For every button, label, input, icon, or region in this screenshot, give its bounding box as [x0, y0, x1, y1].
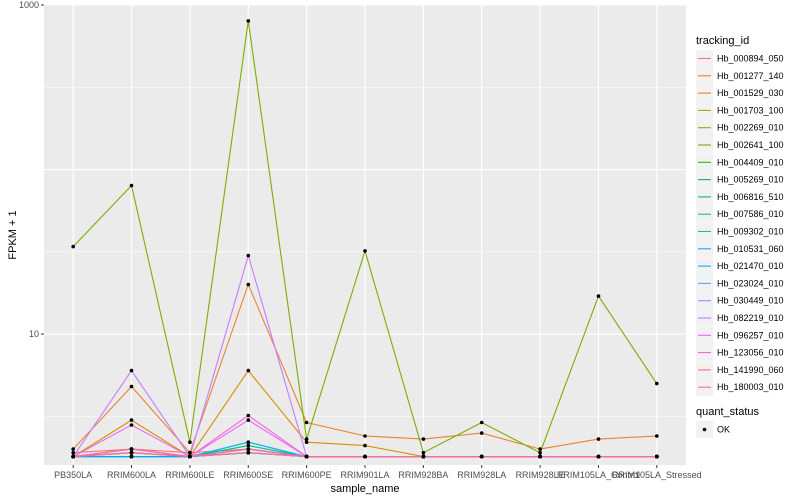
legend-label: Hb_004409_010: [717, 157, 784, 167]
legend-label: Hb_030449_010: [717, 296, 784, 306]
data-point: [304, 420, 309, 425]
data-point: [479, 431, 484, 435]
data-point: [363, 249, 367, 253]
legend: tracking_id Hb_000894_050Hb_001277_140Hb…: [696, 35, 784, 438]
data-point: [363, 434, 367, 438]
x-tick-label: RRIM928LE: [516, 470, 565, 480]
grid-lines: [44, 4, 686, 465]
data-point: [246, 443, 251, 448]
data-point: [421, 454, 426, 459]
legend-label: Hb_023024_010: [717, 278, 784, 288]
data-point: [538, 447, 542, 451]
x-tick-label: RRIM105LA_Control: [557, 470, 640, 480]
x-tick-label: RRIM928LA: [457, 470, 506, 480]
y-tick-label: 10: [29, 329, 39, 339]
data-point: [246, 447, 251, 451]
data-point: [129, 418, 134, 422]
legend-label: Hb_010531_060: [717, 244, 784, 254]
y-tick-label: 1000: [19, 0, 39, 10]
data-point: [71, 450, 75, 455]
data-point: [538, 454, 542, 459]
data-point: [304, 437, 309, 441]
x-tick-label: RRIM901LA: [340, 470, 389, 480]
legend-label: Hb_000894_050: [717, 54, 784, 64]
data-point: [129, 423, 134, 427]
y-axis-title: FPKM + 1: [7, 210, 19, 259]
data-point: [246, 253, 251, 258]
data-point: [188, 450, 192, 455]
data-point: [129, 384, 134, 389]
data-point: [71, 244, 75, 249]
data-point: [363, 443, 367, 448]
legend-label: Hb_021470_010: [717, 261, 784, 271]
shape-legend-point: [702, 427, 707, 432]
legend-label: Hb_082219_010: [717, 313, 784, 323]
x-tick-label: PB350LA: [54, 470, 92, 480]
data-point: [71, 447, 75, 451]
x-axis-ticks: PB350LA RRIM600LA RRIM600LE RRIM600SE RRIM60…: [54, 465, 702, 480]
y-axis-ticks: 10 1000: [19, 0, 44, 339]
x-tick-label: RRIM600LE: [165, 470, 214, 480]
legend-label: Hb_007586_010: [717, 209, 784, 219]
data-point: [596, 294, 601, 298]
x-tick-label: RRIM600PE: [282, 470, 332, 480]
legend-label: Hb_006816_510: [717, 192, 784, 202]
shape-legend-label: OK: [717, 425, 730, 435]
data-point: [246, 440, 251, 445]
data-point: [538, 450, 542, 455]
x-tick-label: RRIM105LA_Stressed: [612, 470, 702, 480]
legend-label: Hb_123056_010: [717, 348, 784, 358]
data-point: [129, 450, 134, 455]
data-point: [304, 440, 309, 445]
data-point: [479, 454, 484, 459]
legend-label: Hb_180003_010: [717, 382, 784, 392]
data-point: [421, 450, 426, 455]
legend-label: Hb_096257_010: [717, 330, 784, 340]
data-point: [129, 183, 134, 188]
data-point: [129, 454, 134, 459]
data-point: [246, 368, 251, 373]
data-point: [304, 454, 309, 459]
legend-label: Hb_001277_140: [717, 71, 784, 81]
x-axis-title: sample_name: [330, 483, 399, 495]
data-point: [246, 282, 251, 287]
data-point: [188, 454, 192, 459]
legend-label: Hb_002269_010: [717, 123, 784, 133]
data-point: [655, 434, 659, 438]
legend-label: Hb_001529_030: [717, 88, 784, 98]
x-tick-label: RRIM600SE: [223, 470, 273, 480]
data-point: [129, 447, 134, 451]
data-point: [246, 413, 251, 418]
legend-label: Hb_005269_010: [717, 175, 784, 185]
legend-label: Hb_009302_010: [717, 227, 784, 237]
data-point: [421, 437, 426, 441]
data-point: [71, 454, 75, 459]
data-point: [479, 420, 484, 425]
data-point: [129, 368, 134, 373]
data-point: [246, 450, 251, 455]
data-point: [246, 418, 251, 422]
legend-label: Hb_002641_100: [717, 140, 784, 150]
data-point: [363, 454, 367, 459]
shape-legend-title: quant_status: [696, 406, 759, 418]
data-point: [596, 437, 601, 441]
data-point: [655, 454, 659, 459]
data-points: [71, 19, 659, 459]
data-point: [246, 19, 251, 23]
legend-title: tracking_id: [696, 35, 749, 47]
x-tick-label: RRIM928BA: [398, 470, 448, 480]
data-point: [655, 381, 659, 386]
legend-label: Hb_141990_060: [717, 365, 784, 375]
legend-items: Hb_000894_050 Hb_001277_140 Hb_001529_030 H…: [696, 50, 784, 396]
data-point: [188, 440, 192, 445]
data-point: [596, 454, 601, 459]
legend-label: Hb_001703_100: [717, 105, 784, 115]
x-tick-label: RRIM600LA: [107, 470, 156, 480]
